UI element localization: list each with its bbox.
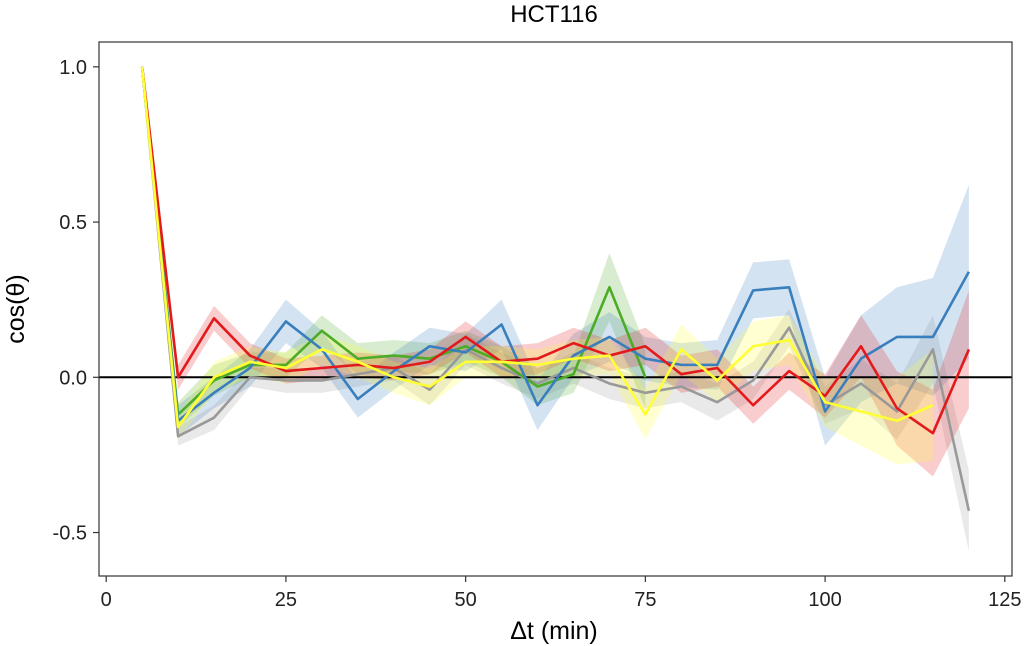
- x-tick-label: 125: [988, 589, 1021, 611]
- series-line-4: [140, 66, 971, 435]
- chart-title: HCT116: [510, 1, 598, 28]
- x-tick-label: 50: [455, 589, 477, 611]
- x-tick-label: 100: [808, 589, 841, 611]
- y-axis-label: cos(θ): [2, 274, 30, 343]
- y-tick-label: 0.0: [59, 367, 87, 389]
- y-tick-label: 1.0: [59, 57, 87, 79]
- x-tick-label: 0: [101, 589, 112, 611]
- x-tick-label: 75: [634, 589, 656, 611]
- confidence-band-4: [142, 66, 969, 477]
- series-lines: [140, 66, 971, 512]
- x-axis-label: Δt (min): [510, 617, 598, 645]
- y-tick-label: -0.5: [53, 523, 87, 545]
- x-axis: 0 25 50 75 100 125: [101, 576, 1021, 611]
- plot-panel-border: [98, 41, 1013, 577]
- y-axis: -0.5 0.0 0.5 1.0: [53, 57, 99, 545]
- y-tick-label: 0.5: [59, 212, 87, 234]
- series-line-2: [140, 66, 647, 416]
- confidence-band-3: [142, 66, 969, 446]
- x-tick-label: 25: [275, 589, 297, 611]
- series-line-5: [140, 66, 934, 429]
